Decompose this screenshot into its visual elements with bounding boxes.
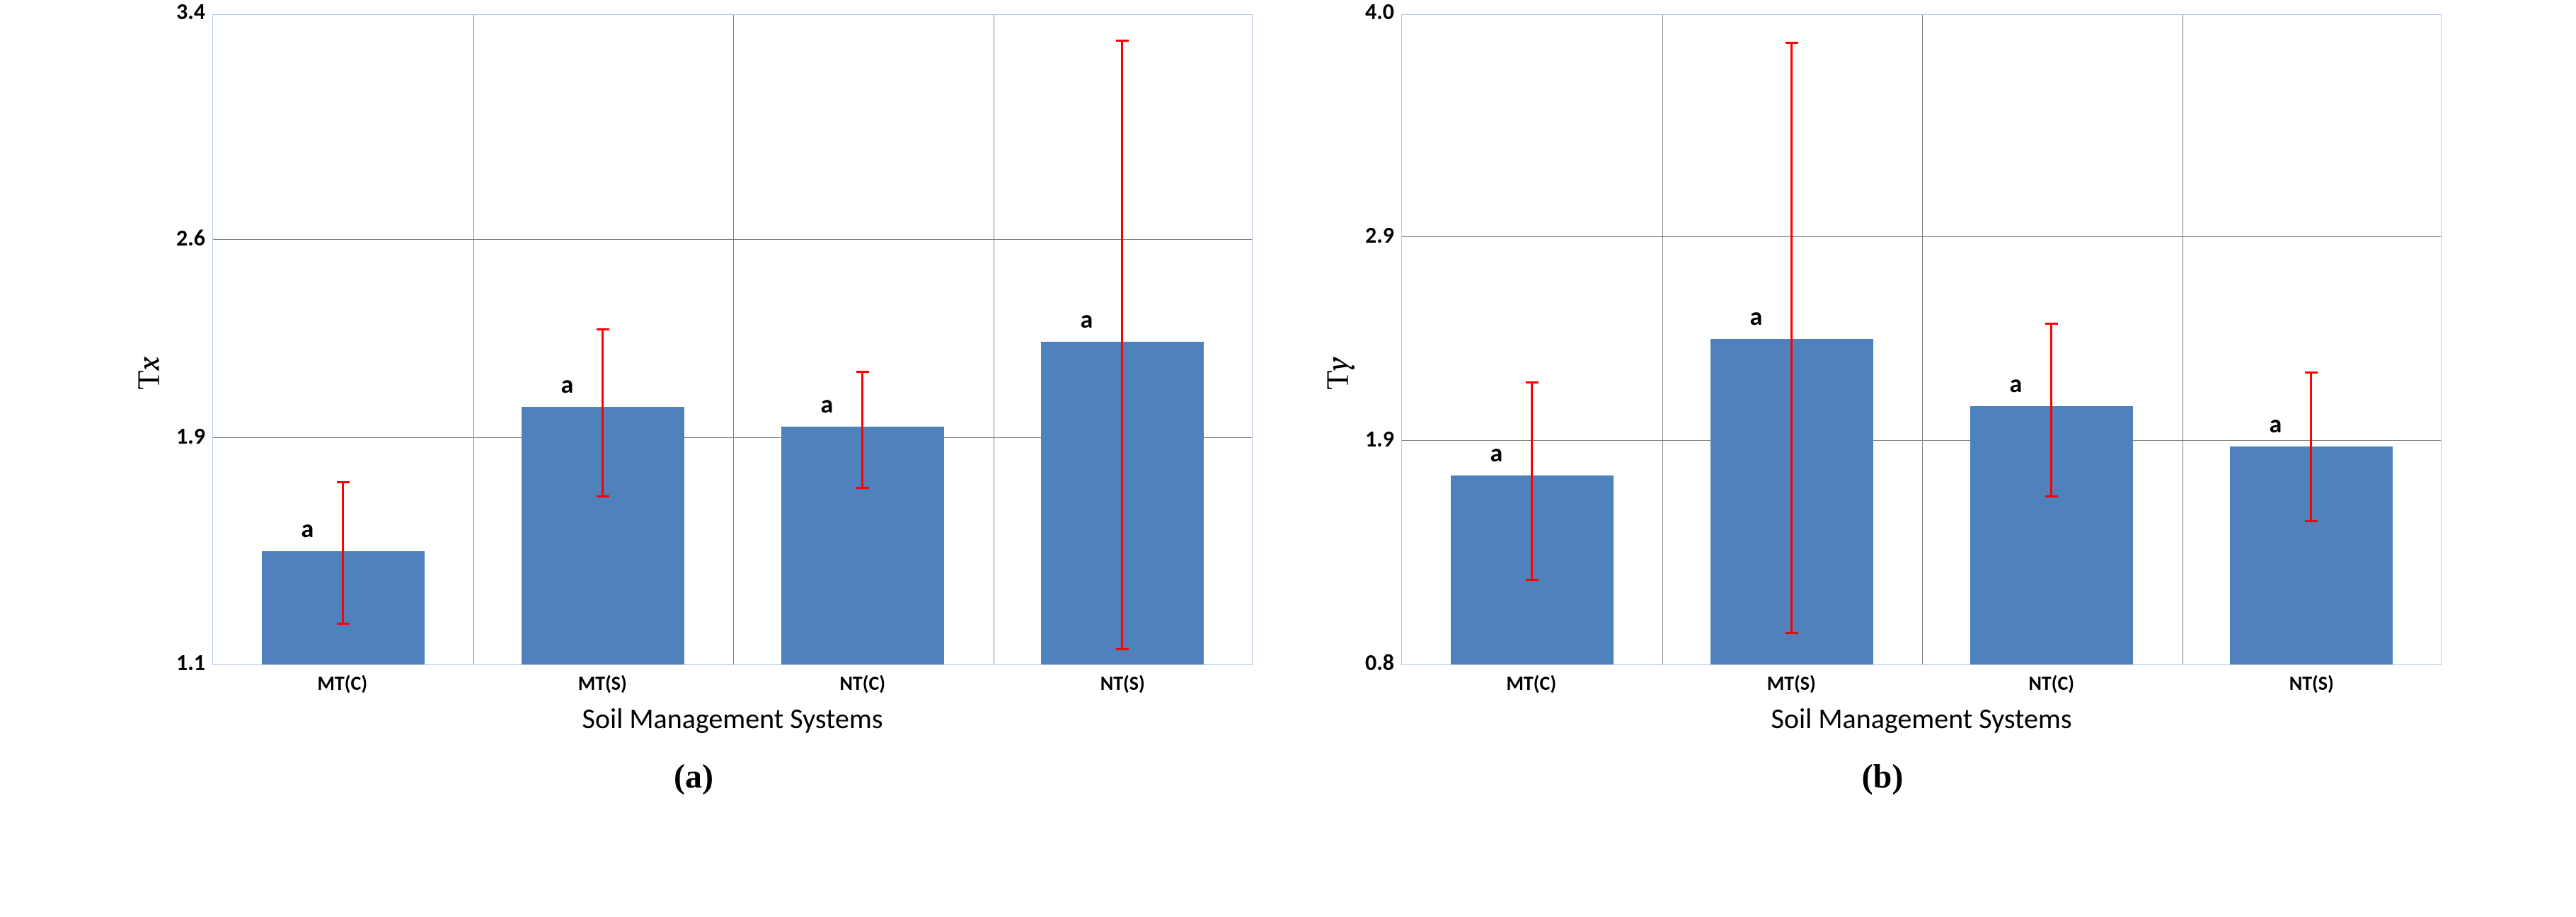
error-cap-bottom [856, 487, 869, 489]
y-tick-labels: 0.81.92.94.0 [1352, 14, 1401, 665]
error-cap-bottom [1116, 648, 1129, 650]
error-cap-bottom [2045, 495, 2058, 497]
y-tick-label: 4.0 [1365, 0, 1394, 25]
error-bar [2050, 325, 2052, 497]
error-bar [342, 483, 344, 625]
y-axis-label: Ty [1320, 361, 1356, 389]
bar-slot: a [1405, 15, 1660, 664]
bar-slot: a [735, 15, 990, 664]
y-tick-label: 3.4 [176, 0, 205, 25]
error-cap-bottom [337, 623, 350, 625]
x-axis-label: Soil Management Systems [582, 701, 882, 736]
ylabel-subscript: y [1320, 357, 1356, 370]
y-tick-label: 0.8 [1365, 649, 1394, 676]
error-cap-top [856, 371, 869, 373]
axis-row: 1.11.92.63.4aaaa [163, 14, 1253, 665]
error-cap-top [2045, 323, 2058, 325]
significance-label: a [2010, 368, 2023, 399]
error-cap-bottom [1526, 579, 1539, 581]
error-bar [602, 330, 604, 497]
y-tick-label: 2.9 [1365, 221, 1394, 249]
error-bar [1121, 42, 1123, 650]
bar-slot: a [1664, 15, 1919, 664]
figure-row: Tx1.11.92.63.4aaaaMT(C)MT(S)NT(C)NT(S)So… [14, 14, 2562, 796]
bars-container: a a a a [1402, 15, 2441, 664]
significance-label: a [561, 369, 574, 400]
chart-wrap: Ty0.81.92.94.0aaaaMT(C)MT(S)NT(C)NT(S)So… [1323, 14, 2442, 736]
x-tick-label: NT(S) [995, 671, 1250, 696]
y-axis-label: Tx [131, 361, 167, 389]
error-cap-top [1786, 42, 1798, 44]
x-tick-labels: MT(C)MT(S)NT(C)NT(S) [1401, 671, 2442, 696]
panel-a: Tx1.11.92.63.4aaaaMT(C)MT(S)NT(C)NT(S)So… [134, 14, 1253, 796]
ylabel-symbol: T [1321, 370, 1355, 389]
error-cap-bottom [1786, 632, 1798, 634]
y-tick-label: 1.9 [1365, 425, 1394, 453]
y-tick-label: 1.1 [176, 649, 205, 676]
error-bar [2310, 374, 2312, 522]
error-cap-top [1116, 40, 1129, 42]
x-tick-label: NT(C) [1924, 671, 2179, 696]
error-cap-top [2305, 371, 2318, 374]
x-tick-label: NT(C) [735, 671, 990, 696]
significance-label: a [2270, 408, 2282, 439]
chart-wrap: Tx1.11.92.63.4aaaaMT(C)MT(S)NT(C)NT(S)So… [134, 14, 1253, 736]
error-cap-bottom [597, 495, 609, 497]
x-tick-label: MT(C) [1404, 671, 1659, 696]
significance-label: a [1490, 437, 1503, 468]
y-tick-label: 1.9 [176, 422, 205, 450]
panel-tag: (b) [1862, 757, 1904, 796]
error-bar [861, 373, 863, 489]
x-tick-label: MT(S) [1664, 671, 1919, 696]
bar-slot: a [216, 15, 471, 664]
ylabel-symbol: T [132, 370, 166, 389]
error-cap-top [597, 328, 609, 330]
error-cap-top [337, 481, 350, 483]
y-tick-label: 2.6 [176, 224, 205, 252]
bar-slot: a [1924, 15, 2179, 664]
error-cap-top [1526, 381, 1539, 383]
plot-column: 1.11.92.63.4aaaaMT(C)MT(S)NT(C)NT(S)Soil… [163, 14, 1253, 736]
plot-column: 0.81.92.94.0aaaaMT(C)MT(S)NT(C)NT(S)Soil… [1352, 14, 2442, 736]
bar-slot: a [2184, 15, 2439, 664]
error-bar [1790, 44, 1793, 634]
x-tick-labels: MT(C)MT(S)NT(C)NT(S) [212, 671, 1253, 696]
significance-label: a [301, 513, 314, 544]
bar-slot: a [476, 15, 730, 664]
x-axis-label: Soil Management Systems [1771, 701, 2071, 736]
panel-tag: (a) [674, 757, 713, 796]
panel-b: Ty0.81.92.94.0aaaaMT(C)MT(S)NT(C)NT(S)So… [1323, 14, 2442, 796]
y-tick-labels: 1.11.92.63.4 [163, 14, 212, 665]
x-tick-label: MT(C) [215, 671, 470, 696]
significance-label: a [1750, 301, 1763, 332]
x-tick-label: NT(S) [2184, 671, 2439, 696]
ylabel-subscript: x [131, 356, 167, 370]
x-tick-label: MT(S) [475, 671, 730, 696]
bar-slot: a [995, 15, 1250, 664]
significance-label: a [1081, 304, 1093, 335]
axis-row: 0.81.92.94.0aaaa [1352, 14, 2442, 665]
plot-area: a a a a [1401, 14, 2442, 665]
error-cap-bottom [2305, 520, 2318, 522]
plot-area: a a a a [212, 14, 1253, 665]
error-bar [1531, 383, 1533, 581]
bars-container: a a a a [213, 15, 1252, 664]
significance-label: a [821, 388, 834, 420]
